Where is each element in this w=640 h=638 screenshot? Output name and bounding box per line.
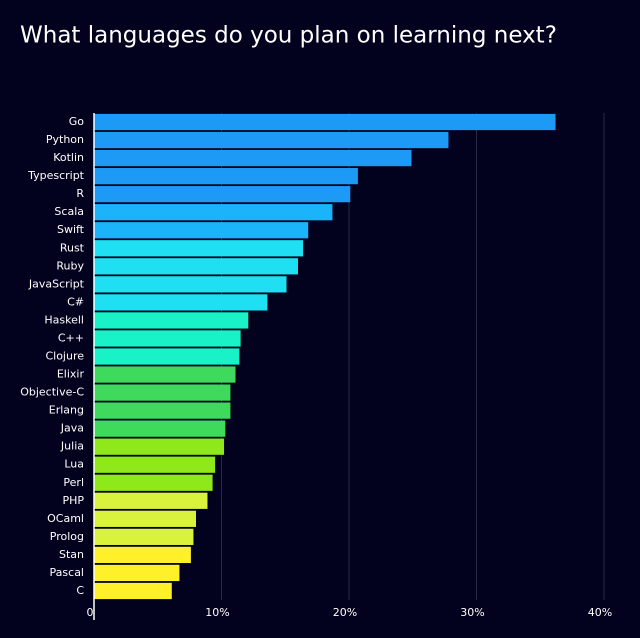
- y-tick-label: Ruby: [56, 259, 84, 272]
- y-tick-label: Objective-C: [20, 386, 84, 399]
- bar: [94, 149, 412, 167]
- bar: [94, 240, 304, 257]
- y-tick-label: Scala: [54, 205, 84, 218]
- bar: [94, 113, 556, 131]
- bar: [94, 420, 226, 437]
- bar: [94, 528, 194, 545]
- y-tick-label: C: [76, 584, 84, 597]
- y-tick-label: Java: [60, 422, 84, 435]
- bar: [94, 131, 449, 149]
- y-tick-label: Julia: [60, 440, 84, 453]
- y-tick-label: Pascal: [50, 566, 84, 579]
- bar: [94, 366, 236, 383]
- bar: [94, 456, 216, 473]
- y-tick-label: OCaml: [47, 512, 84, 525]
- bar: [94, 312, 249, 329]
- bar: [94, 168, 358, 185]
- bar: [94, 258, 298, 275]
- bar: [94, 276, 287, 293]
- bar: [94, 510, 196, 527]
- bar: [94, 204, 333, 221]
- bar: [94, 402, 231, 419]
- y-tick-label: R: [76, 187, 84, 200]
- chart-title: What languages do you plan on learning n…: [20, 23, 557, 49]
- bar: [94, 294, 268, 311]
- y-tick-label: Perl: [63, 476, 84, 489]
- y-tick-label: Elixir: [57, 368, 85, 381]
- x-tick-label: 30%: [460, 606, 484, 619]
- x-tick-label: 0: [87, 606, 94, 619]
- x-tick-label: 40%: [588, 606, 612, 619]
- y-tick-label: Clojure: [45, 350, 84, 363]
- y-tick-label: C#: [67, 295, 84, 308]
- y-tick-label: C++: [58, 331, 84, 344]
- y-tick-label: Kotlin: [53, 151, 84, 164]
- y-tick-label: Haskell: [44, 313, 84, 326]
- bar: [94, 348, 240, 365]
- bar: [94, 582, 172, 600]
- bar: [94, 546, 191, 564]
- y-tick-label: Stan: [59, 548, 84, 561]
- bar: [94, 222, 309, 239]
- bar: [94, 474, 213, 491]
- y-tick-label: Go: [69, 115, 85, 128]
- bar: [94, 438, 225, 455]
- bar: [94, 186, 351, 203]
- bar: [94, 564, 180, 582]
- y-tick-label: Erlang: [49, 404, 84, 417]
- y-tick-label: Lua: [64, 458, 84, 471]
- y-tick-label: Typescript: [27, 169, 85, 182]
- y-tick-label: Python: [46, 133, 84, 146]
- y-tick-label: Swift: [57, 223, 85, 236]
- y-tick-label: Rust: [60, 241, 85, 254]
- bar: [94, 330, 241, 347]
- y-tick-label: Prolog: [50, 530, 84, 543]
- x-tick-label: 20%: [333, 606, 357, 619]
- x-tick-label: 10%: [205, 606, 229, 619]
- bar: [94, 384, 231, 401]
- y-tick-label: PHP: [62, 494, 84, 507]
- y-tick-label: JavaScript: [28, 277, 85, 290]
- bar: [94, 492, 208, 509]
